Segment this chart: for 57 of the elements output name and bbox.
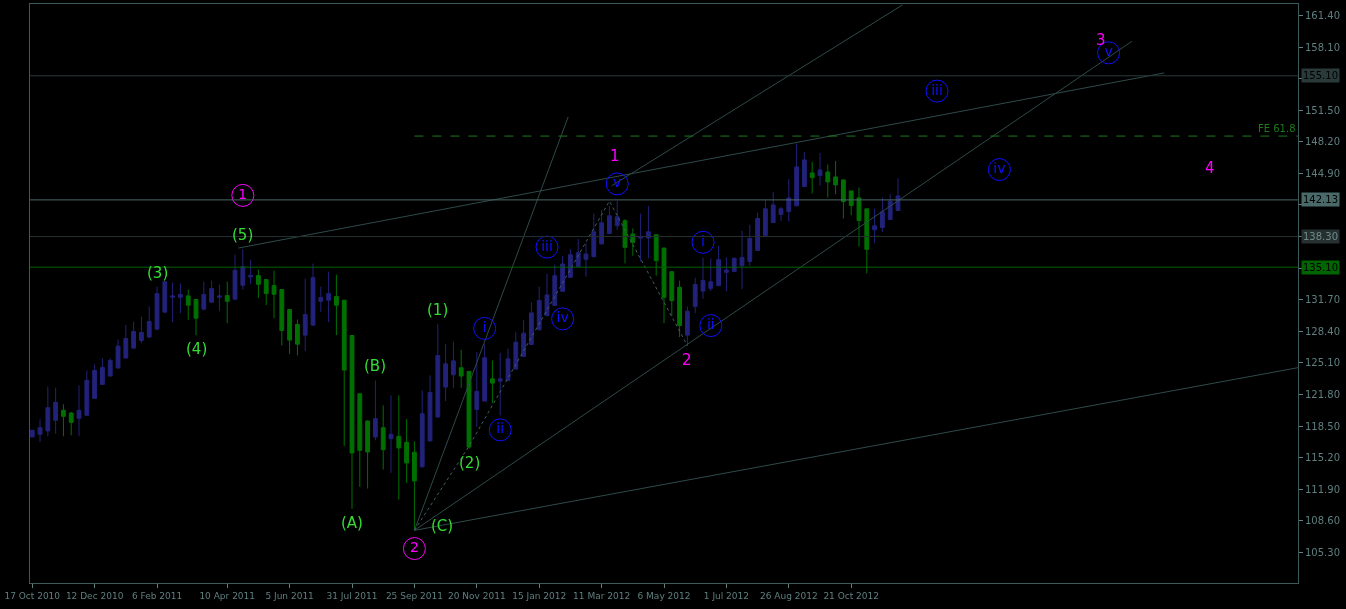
- annotation: iv: [993, 160, 1006, 177]
- annotation: (5): [232, 226, 254, 244]
- annotation: 2: [682, 351, 692, 369]
- y-tick-label: 111.90: [1305, 483, 1340, 495]
- y-tick-label: 115.20: [1305, 452, 1340, 464]
- y-tick-label: 161.40: [1305, 9, 1340, 21]
- y-tick-label: 118.50: [1305, 420, 1340, 432]
- annotation: ii: [706, 316, 715, 333]
- y-tick-label: 125.10: [1305, 357, 1340, 369]
- y-tick-label: 144.90: [1305, 167, 1340, 179]
- x-tick-label: 5 Jun 2011: [265, 590, 314, 601]
- series-label: FE 61.8: [1258, 123, 1296, 134]
- x-tick-label: 25 Sep 2011: [385, 590, 443, 601]
- annotation: ii: [496, 420, 505, 437]
- x-tick-label: 20 Nov 2011: [447, 590, 506, 601]
- annotation: (2): [459, 454, 481, 472]
- annotation: 2: [409, 539, 419, 556]
- annotation: i: [482, 318, 487, 335]
- y-tick-label: 105.30: [1305, 546, 1340, 558]
- annotation: iii: [931, 81, 943, 98]
- x-tick-label: 10 Apr 2011: [199, 590, 256, 601]
- y-tick-label: 131.70: [1305, 294, 1340, 306]
- annotation: (3): [147, 264, 169, 282]
- annotation: 1: [610, 147, 620, 165]
- ref-line-label: 142.13: [1303, 194, 1338, 205]
- x-tick-label: 31 Jul 2011: [326, 590, 378, 601]
- y-tick-label: 158.10: [1305, 41, 1340, 53]
- ref-line-label: 135.10: [1303, 262, 1338, 273]
- annotation: 3: [1096, 31, 1106, 49]
- annotation: (A): [341, 514, 363, 532]
- annotation: (4): [186, 340, 208, 358]
- x-tick-label: 11 Mar 2012: [573, 590, 631, 601]
- x-tick-label: 1 Jul 2012: [703, 590, 750, 601]
- annotation: (B): [364, 357, 386, 375]
- x-tick-label: 15 Jan 2012: [512, 590, 567, 601]
- ref-line-label: 155.10: [1303, 70, 1338, 81]
- annotation: (C): [431, 517, 454, 535]
- annotation: iii: [541, 237, 553, 254]
- y-tick-label: 148.20: [1305, 136, 1340, 148]
- x-tick-label: 6 Feb 2011: [131, 590, 183, 601]
- y-tick-label: 121.80: [1305, 388, 1340, 400]
- y-tick-label: 128.40: [1305, 325, 1340, 337]
- x-tick-label: 12 Dec 2010: [65, 590, 124, 601]
- annotation: i: [701, 232, 705, 249]
- ref-line-label: 138.30: [1303, 231, 1338, 242]
- x-tick-label: 17 Oct 2010: [4, 590, 61, 601]
- x-tick-label: 26 Aug 2012: [759, 590, 818, 601]
- annotation: 4: [1205, 159, 1215, 177]
- annotation: 1: [238, 185, 248, 202]
- annotation: v: [613, 174, 622, 191]
- annotation: iv: [556, 309, 569, 326]
- y-tick-label: 108.60: [1305, 515, 1340, 527]
- y-tick-label: 151.50: [1305, 104, 1340, 116]
- x-tick-label: 6 May 2012: [637, 590, 691, 601]
- annotation: v: [1104, 43, 1113, 60]
- x-tick-label: 21 Oct 2012: [823, 590, 880, 601]
- annotation: (1): [427, 301, 449, 319]
